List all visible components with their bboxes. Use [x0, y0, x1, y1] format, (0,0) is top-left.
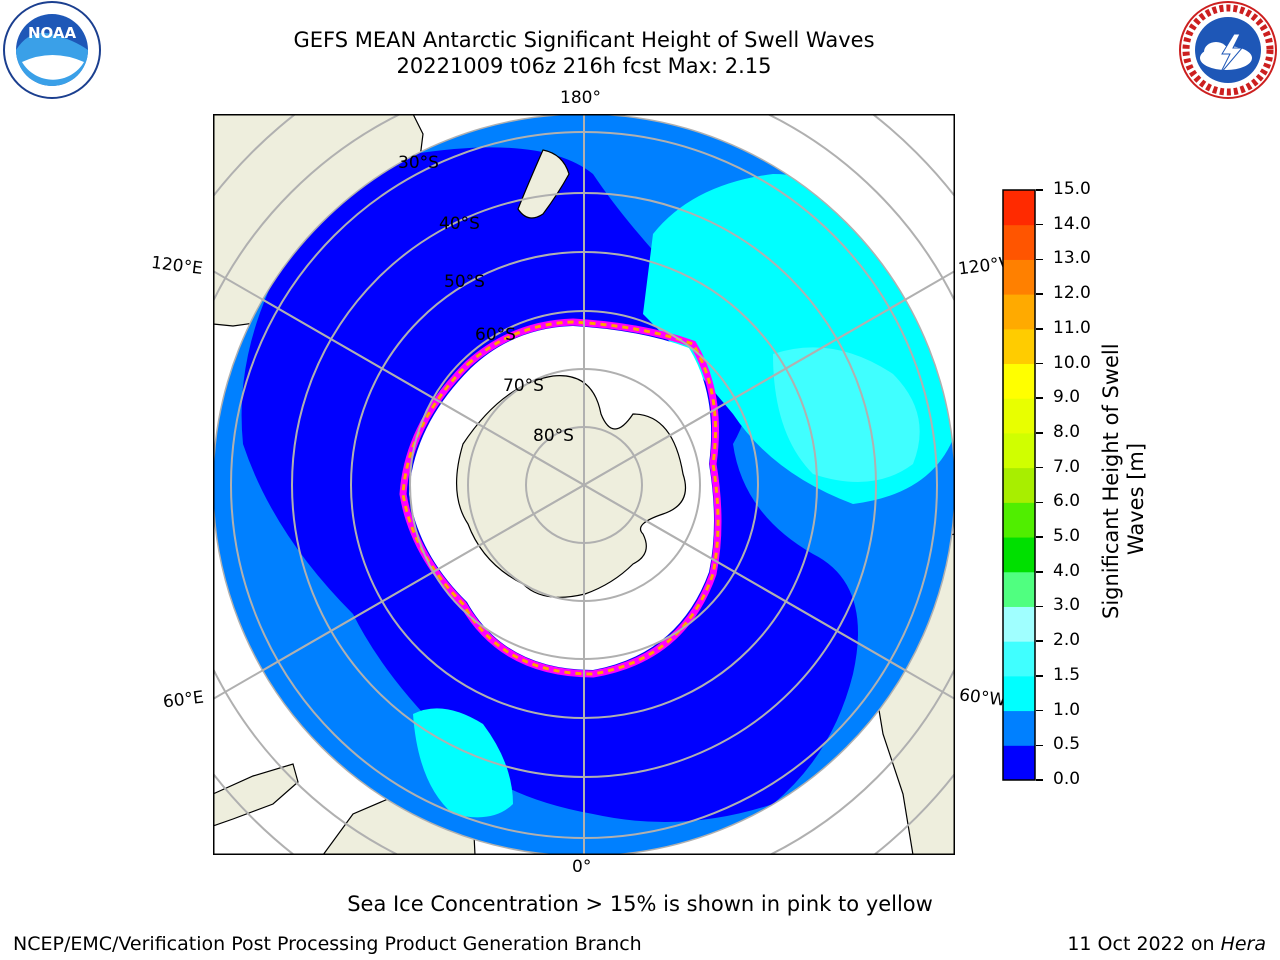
colorbar-tick-mark — [1036, 605, 1043, 608]
sea-ice-note: Sea Ice Concentration > 15% is shown in … — [347, 892, 933, 916]
colorbar-tick-mark — [1036, 293, 1043, 295]
colorbar-tick-mark — [1036, 675, 1043, 677]
colorbar-tick-label: 12.0 — [1053, 283, 1091, 304]
chart-subtitle: 20221009 t06z 216h fcst Max: 2.15 — [396, 54, 772, 78]
colorbar-tick-label: 13.0 — [1053, 248, 1091, 269]
colorbar-label-line1: Significant Height of Swell — [1099, 343, 1123, 619]
colorbar-segment — [1003, 467, 1035, 503]
colorbar-tick-mark — [1036, 223, 1043, 226]
lon-label-60e: 60°E — [161, 687, 205, 713]
lon-label-180: 180° — [560, 88, 601, 108]
colorbar-segment — [1003, 502, 1035, 538]
noaa-logo-text: NOAA — [28, 24, 77, 42]
colorbar-segment — [1003, 710, 1035, 746]
colorbar-segment — [1003, 363, 1035, 399]
swell-patch-cyan-light — [773, 347, 920, 482]
colorbar-segment — [1003, 259, 1035, 295]
lon-label-60w: 60°W — [957, 685, 1007, 711]
colorbar-tick-label: 0.0 — [1053, 769, 1081, 789]
lat-label-60s: 60°S — [475, 325, 516, 345]
colorbar-tick-mark — [1036, 744, 1043, 747]
colorbar-tick-mark — [1036, 779, 1043, 781]
colorbar-tick-mark — [1036, 397, 1043, 399]
land-new-zealand — [517, 149, 570, 219]
colorbar-tick-mark — [1036, 536, 1043, 538]
chart-title: GEFS MEAN Antarctic Significant Height o… — [293, 28, 875, 52]
colorbar-segment — [1003, 571, 1035, 607]
lon-label-0: 0° — [572, 857, 592, 877]
land-antarctica — [456, 375, 687, 598]
lat-label-40s: 40°S — [439, 214, 480, 234]
map-frame — [213, 114, 955, 855]
colorbar-tick-label: 7.0 — [1053, 456, 1081, 477]
colorbar-segment — [1003, 606, 1035, 642]
sea-ice-edge-yellow — [401, 320, 720, 676]
colorbar-tick-mark — [1036, 640, 1043, 642]
colorbar-tick-label: 4.0 — [1053, 560, 1081, 581]
colorbar-segment — [1003, 537, 1035, 573]
colorbar-segment — [1003, 398, 1035, 434]
colorbar-tick-mark — [1036, 189, 1043, 191]
colorbar-tick-mark — [1036, 571, 1043, 573]
colorbar-tick-label: 1.5 — [1053, 664, 1081, 685]
colorbar-border — [1002, 189, 1036, 781]
land-madagascar — [213, 763, 299, 827]
colorbar — [1002, 189, 1036, 781]
colorbar-tick-label: 14.0 — [1053, 213, 1091, 234]
lat-label-30s: 30°S — [398, 153, 439, 173]
colorbar-segment — [1003, 432, 1035, 469]
noaa-logo: NOAA — [3, 1, 101, 99]
colorbar-tick-mark — [1036, 362, 1043, 365]
colorbar-tick-label: 0.5 — [1053, 734, 1081, 755]
colorbar-tick-mark — [1036, 328, 1043, 330]
colorbar-segment — [1003, 675, 1035, 712]
colorbar-tick-label: 11.0 — [1053, 317, 1091, 338]
colorbar-tick-label: 5.0 — [1053, 526, 1081, 547]
colorbar-tick-mark — [1036, 709, 1043, 712]
polar-map: 30°S 40°S 50°S 60°S 70°S 80°S — [213, 114, 955, 855]
colorbar-segment — [1003, 190, 1035, 226]
colorbar-tick-label: 15.0 — [1053, 179, 1091, 199]
colorbar-tick-mark — [1036, 501, 1043, 504]
colorbar-tick-mark — [1036, 258, 1043, 261]
colorbar-tick-label: 1.0 — [1053, 699, 1081, 720]
colorbar-tick-label: 3.0 — [1053, 595, 1081, 616]
colorbar-tick-mark — [1036, 466, 1043, 469]
lat-label-50s: 50°S — [444, 272, 485, 292]
outer-graticule — [213, 114, 955, 855]
colorbar-segment — [1003, 294, 1035, 330]
lat-label-70s: 70°S — [503, 376, 544, 396]
colorbar-label-line2: Waves [m] — [1124, 442, 1148, 556]
colorbar-tick-label: 8.0 — [1053, 421, 1081, 442]
colorbar-segment — [1003, 328, 1035, 365]
lat-label-80s: 80°S — [533, 426, 574, 446]
footer-machine: Hera — [1220, 933, 1266, 955]
colorbar-tick-label: 9.0 — [1053, 387, 1081, 408]
footer-date: 11 Oct 2022 on — [1067, 933, 1221, 955]
swell-patch-cyan-sw — [413, 708, 513, 818]
footer-right: 11 Oct 2022 on Hera — [1067, 933, 1266, 955]
footer-left: NCEP/EMC/Verification Post Processing Pr… — [13, 933, 642, 955]
colorbar-label: Significant Height of Swell Waves [m] — [1099, 343, 1149, 619]
colorbar-tick-mark — [1036, 432, 1043, 434]
nws-logo — [1179, 1, 1277, 99]
colorbar-segment — [1003, 745, 1035, 781]
colorbar-tick-label: 6.0 — [1053, 491, 1081, 512]
colorbar-tick-label: 2.0 — [1053, 630, 1081, 651]
colorbar-segment — [1003, 641, 1035, 677]
colorbar-tick-label: 10.0 — [1053, 352, 1091, 373]
lon-label-120e: 120°E — [149, 252, 204, 280]
colorbar-segment — [1003, 224, 1035, 260]
